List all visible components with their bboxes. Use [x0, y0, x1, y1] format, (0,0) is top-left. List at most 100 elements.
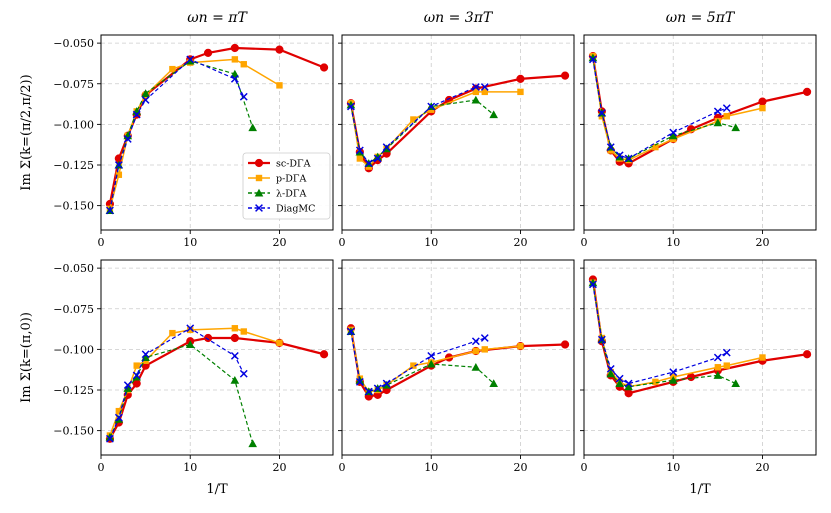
data-point	[319, 350, 329, 359]
data-point	[364, 387, 373, 396]
axes-frame	[100, 259, 334, 456]
data-point	[668, 131, 678, 140]
data-point	[169, 65, 176, 73]
x-tick-label: 10	[666, 236, 680, 249]
legend-marker	[254, 188, 264, 197]
data-point	[346, 102, 355, 111]
data-point	[471, 95, 481, 104]
data-point	[248, 439, 257, 448]
data-point	[723, 113, 730, 120]
x-tick-label: 10	[666, 461, 680, 474]
data-point	[713, 371, 723, 379]
data-point	[624, 382, 633, 391]
data-point	[668, 375, 678, 384]
series-line	[109, 60, 254, 211]
axes-frame	[341, 34, 575, 231]
y-tick-label: −0.150	[53, 200, 94, 213]
axes-frame	[583, 259, 817, 456]
data-point	[615, 374, 624, 383]
data-point	[560, 340, 570, 349]
y-tick-label: −0.050	[53, 262, 94, 275]
x-tick-label: 20	[272, 236, 286, 249]
data-point	[722, 348, 731, 357]
data-point	[472, 88, 480, 96]
x-tick-label: 20	[272, 461, 286, 474]
data-point	[186, 324, 195, 333]
data-point	[517, 342, 524, 350]
legend-entry: sc-DΓA	[248, 159, 311, 170]
x-tick-label: 10	[424, 461, 438, 474]
data-point	[230, 375, 240, 384]
series-line	[350, 91, 521, 168]
plot-area	[584, 35, 816, 230]
data-point	[132, 371, 141, 380]
data-point	[410, 116, 417, 123]
panel-r1-c1: 0 10 20	[338, 259, 575, 474]
data-point	[723, 362, 730, 369]
legend-marker	[255, 204, 263, 212]
data-point	[141, 89, 150, 97]
series-line	[109, 327, 245, 439]
data-point	[624, 379, 633, 388]
panel-r1-c2: 0 10 20	[580, 259, 817, 474]
y-tick-label: −0.100	[53, 343, 94, 356]
data-point	[115, 171, 123, 178]
data-point	[240, 61, 247, 68]
x-tick-label: 10	[424, 236, 438, 249]
data-point	[669, 128, 678, 137]
axes-frame	[100, 34, 334, 231]
data-point	[615, 151, 624, 160]
data-point	[758, 97, 767, 106]
data-point	[275, 45, 284, 54]
data-point	[114, 161, 123, 169]
data-point	[105, 432, 115, 441]
series-x	[105, 55, 248, 215]
data-point	[186, 55, 195, 64]
data-point	[652, 378, 659, 386]
x-tick-label: 0	[339, 236, 346, 249]
x-tick-label: 0	[339, 461, 346, 474]
legend-marker	[255, 174, 263, 182]
x-tick-label: 0	[581, 236, 588, 249]
x-axis-label: 1/T	[206, 482, 228, 497]
plot-area	[342, 260, 574, 455]
data-point	[588, 53, 598, 62]
series-line	[350, 331, 495, 393]
data-point	[624, 389, 633, 398]
data-point	[132, 110, 141, 119]
data-point	[480, 83, 489, 91]
column-title-2: ωn = 5πT	[666, 10, 736, 26]
legend-box	[242, 152, 331, 220]
panels: 0 10 20 −0.150 −0.125 −0.100 −0.075 −0.050 0 10 20…	[53, 34, 817, 474]
data-point	[123, 135, 132, 143]
data-point	[588, 55, 597, 64]
y-tick-label: −0.150	[53, 425, 94, 438]
series-line	[592, 282, 736, 388]
panel-r0-c0: 0 10 20 −0.150 −0.125 −0.100 −0.075 −0.050	[53, 34, 334, 249]
series-x	[346, 83, 489, 168]
data-point	[606, 364, 615, 373]
row-ylabel-1: Im Σ(k=(π,0))	[19, 312, 34, 403]
x-tick-label: 10	[183, 236, 197, 249]
y-tick-label: −0.050	[53, 37, 94, 50]
panel-r0-c1: 0 10 20	[338, 34, 575, 249]
series-x	[588, 280, 731, 388]
series-x	[588, 55, 731, 163]
legend-label: λ-DΓA	[276, 189, 306, 200]
data-point	[123, 381, 132, 390]
data-point	[714, 364, 722, 371]
data-point	[669, 368, 678, 377]
x-tick-label: 20	[755, 236, 769, 249]
data-point	[615, 379, 624, 387]
column-title-1: ωn = 3πT	[424, 10, 494, 26]
series-line	[349, 74, 566, 171]
data-point	[624, 154, 633, 163]
y-tick-label: −0.125	[53, 384, 94, 397]
x-tick-label: 0	[98, 461, 105, 474]
x-tick-label: 20	[513, 236, 527, 249]
data-point	[722, 104, 731, 113]
y-tick-label: −0.125	[53, 159, 94, 172]
data-point	[355, 146, 364, 155]
data-point	[187, 326, 194, 334]
data-point	[230, 69, 240, 78]
